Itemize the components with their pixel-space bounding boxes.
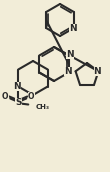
Text: N: N [69,24,77,33]
Text: N: N [66,50,73,59]
Text: N: N [64,67,72,76]
Text: N: N [13,82,21,91]
Text: N: N [94,67,101,76]
Text: S: S [15,98,22,107]
Text: CH₃: CH₃ [35,104,49,110]
Text: O: O [2,92,9,101]
Text: O: O [28,92,35,101]
